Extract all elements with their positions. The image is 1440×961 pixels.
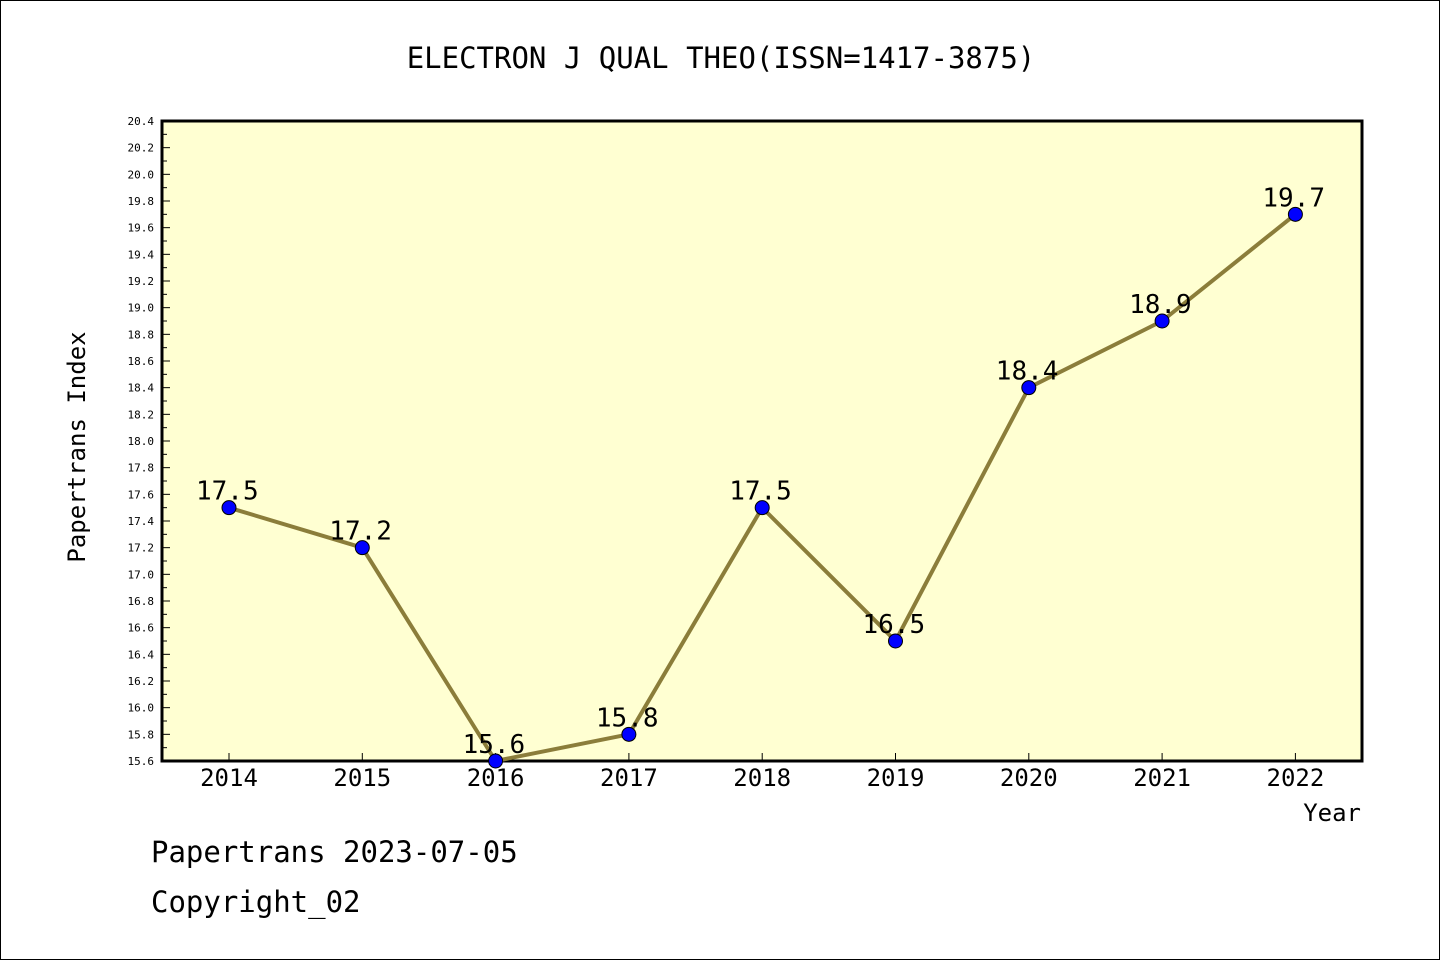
y-tick-label: 20.2 [128,142,155,155]
data-label: 17.5 [729,477,792,507]
data-label: 16.5 [863,610,926,640]
y-tick-label: 16.6 [128,622,155,635]
y-tick-label: 17.0 [128,568,155,581]
x-tick-label: 2018 [733,764,791,792]
data-point [621,726,637,742]
y-tick-label: 18.2 [128,408,155,421]
x-tick-label: 2017 [600,764,658,792]
data-label: 17.2 [329,517,392,547]
x-tick-label: 2019 [867,764,925,792]
data-point [1154,313,1170,329]
data-labels-group: 17.5 17.2 15.6 15.8 17.5 16.5 18.4 18.9 19.7 [196,183,1325,760]
y-tick-label: 19.2 [128,275,155,288]
y-tick-label: 19.0 [128,302,155,315]
data-points-group [221,206,1303,769]
y-tick-label: 18.6 [128,355,155,368]
y-tick-label: 17.8 [128,462,155,475]
y-tick-label: 17.2 [128,542,155,555]
data-point [354,540,370,556]
data-label: 15.6 [463,730,526,760]
data-point [1287,206,1303,222]
x-tick-label: 2016 [467,764,525,792]
data-label: 15.8 [596,703,659,733]
footer-copyright: Copyright_02 [151,885,361,919]
y-tick-label: 18.8 [128,328,155,341]
x-tick-label: 2020 [1000,764,1058,792]
x-tick-label: 2021 [1133,764,1191,792]
y-tick-label: 16.2 [128,675,155,688]
y-tick-label: 20.0 [128,168,155,181]
y-tick-label: 15.6 [128,755,155,768]
y-tick-label: 19.4 [128,248,155,261]
x-tick-label: 2015 [333,764,391,792]
data-point [888,633,903,649]
y-tick-label: 16.8 [128,595,155,608]
y-tick-label: 19.6 [128,222,155,235]
chart-title: ELECTRON J QUAL THEO(ISSN=1417-3875) [407,41,1036,75]
y-tick-label: 18.0 [128,435,155,448]
data-label: 19.7 [1262,183,1325,213]
y-tick-label: 17.6 [128,488,155,501]
y-axis-label: Papertrans Index [63,331,91,562]
y-tick-label: 20.4 [128,115,155,128]
plot-area [160,119,1364,763]
data-label: 17.5 [196,477,259,507]
y-axis: 15.6 15.8 16.0 16.2 16.4 16.6 16.8 17.0 17.2 17.4… [128,115,170,768]
y-tick-label: 16.4 [128,648,155,661]
data-point [488,753,504,769]
data-point [754,500,770,516]
x-axis-label: Year [1303,799,1361,827]
data-label: 18.4 [996,357,1059,387]
y-tick-label: 18.4 [128,382,155,395]
y-tick-label: 16.0 [128,702,155,715]
data-point [221,500,237,516]
y-tick-label: 17.4 [128,515,155,528]
x-tick-label: 2014 [200,764,258,792]
data-point [1021,380,1037,396]
data-label: 18.9 [1129,290,1192,320]
x-axis: 2014 2015 2016 2017 2018 2019 2020 2021 2022 [200,753,1324,792]
footer-date: Papertrans 2023-07-05 [151,835,518,869]
y-tick-label: 19.8 [128,195,155,208]
y-tick-label: 15.8 [128,728,155,741]
x-tick-label: 2022 [1267,764,1325,792]
